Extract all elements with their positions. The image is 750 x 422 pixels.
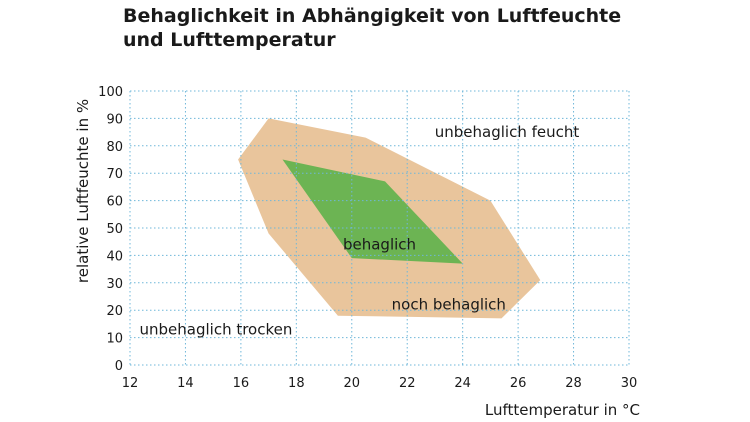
chart-title-line-2: und Lufttemperatur <box>123 29 336 51</box>
x-tick-labels: 12 14 16 18 20 22 24 26 28 30 <box>122 376 638 391</box>
x-tick-label: 24 <box>454 376 471 391</box>
region-annotation: unbehaglich trocken <box>140 320 293 338</box>
y-tick-label: 90 <box>106 112 123 127</box>
region-behaglich <box>282 159 463 264</box>
y-tick-label: 80 <box>106 140 123 155</box>
x-tick-label: 14 <box>177 376 194 391</box>
region-annotation: behaglich <box>343 235 416 253</box>
x-tick-label: 18 <box>288 376 305 391</box>
y-tick-label: 0 <box>115 359 123 374</box>
x-tick-label: 12 <box>122 376 139 391</box>
region-annotation: unbehaglich feucht <box>435 123 580 141</box>
x-tick-label: 30 <box>621 376 638 391</box>
x-tick-label: 28 <box>565 376 582 391</box>
y-tick-label: 20 <box>106 304 123 319</box>
y-tick-label: 50 <box>106 222 123 237</box>
y-tick-label: 70 <box>106 167 123 182</box>
y-tick-label: 100 <box>98 85 123 100</box>
x-tick-label: 16 <box>233 376 250 391</box>
y-tick-label: 30 <box>106 277 123 292</box>
chart-title: Behaglichkeit in Abhängigkeit von Luftfe… <box>123 4 683 52</box>
y-tick-label: 40 <box>106 249 123 264</box>
x-tick-label: 20 <box>344 376 361 391</box>
chart-title-line-1: Behaglichkeit in Abhängigkeit von Luftfe… <box>123 5 622 27</box>
annotations-layer: unbehaglich feucht behaglich noch behaglic… <box>140 123 580 338</box>
x-axis-label: Lufttemperatur in °C <box>485 401 640 419</box>
region-annotation: noch behaglich <box>392 296 506 314</box>
y-axis-label: relative Luftfeuchte in % <box>74 99 92 283</box>
y-tick-labels: 0 10 20 30 40 50 60 70 80 90 100 <box>98 85 123 374</box>
x-tick-label: 22 <box>399 376 416 391</box>
grid-layer <box>129 90 630 366</box>
y-tick-label: 60 <box>106 195 123 210</box>
regions-layer <box>238 118 541 319</box>
y-tick-label: 10 <box>106 332 123 347</box>
x-tick-label: 26 <box>510 376 527 391</box>
